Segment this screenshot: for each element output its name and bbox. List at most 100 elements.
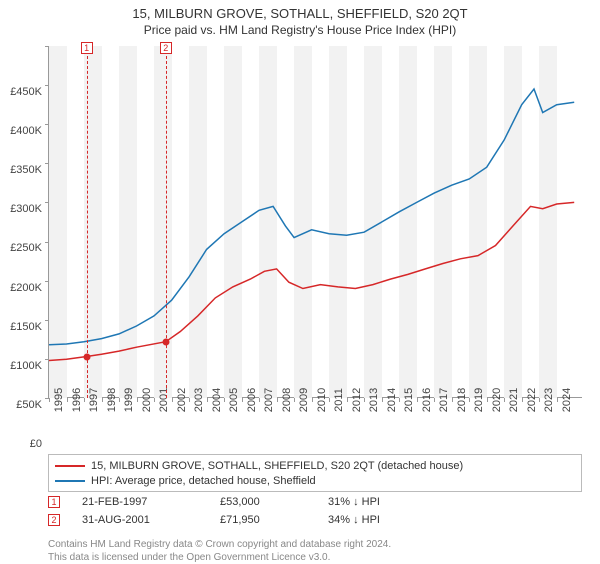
ytick-label: £150K: [10, 321, 42, 333]
xtick-label: 2004: [211, 388, 223, 412]
xtick-line: [347, 398, 348, 402]
transaction-marker: 2: [160, 42, 172, 54]
transaction-row: 121-FEB-1997£53,00031% ↓ HPI: [48, 496, 428, 508]
transaction-row-marker: 2: [48, 514, 60, 526]
ytick-line: [45, 124, 49, 125]
xtick-line: [557, 398, 558, 402]
legend-row: 15, MILBURN GROVE, SOTHALL, SHEFFIELD, S…: [55, 458, 575, 473]
xtick-line: [49, 398, 50, 402]
legend-row: HPI: Average price, detached house, Shef…: [55, 473, 575, 488]
xtick-label: 2003: [193, 388, 205, 412]
chart-container: 15, MILBURN GROVE, SOTHALL, SHEFFIELD, S…: [0, 0, 600, 560]
ytick-label: £300K: [10, 203, 42, 215]
chart-title: 15, MILBURN GROVE, SOTHALL, SHEFFIELD, S…: [0, 0, 600, 21]
xtick-line: [487, 398, 488, 402]
legend-swatch: [55, 465, 85, 467]
series-hpi: [49, 89, 574, 345]
xtick-label: 2011: [333, 388, 345, 412]
xtick-line: [294, 398, 295, 402]
xtick-label: 1999: [123, 388, 135, 412]
legend-box: 15, MILBURN GROVE, SOTHALL, SHEFFIELD, S…: [48, 454, 582, 492]
xtick-label: 2006: [246, 388, 258, 412]
xtick-line: [189, 398, 190, 402]
ytick-label: £400K: [10, 125, 42, 137]
transaction-marker: 1: [81, 42, 93, 54]
xtick-label: 1998: [106, 388, 118, 412]
ytick-label: £200K: [10, 282, 42, 294]
xtick-label: 2018: [456, 388, 468, 412]
ytick-line: [45, 46, 49, 47]
transaction-dot: [83, 353, 90, 360]
xtick-line: [224, 398, 225, 402]
xtick-label: 1996: [71, 388, 83, 412]
xtick-line: [259, 398, 260, 402]
legend-swatch: [55, 480, 85, 482]
ytick-line: [45, 85, 49, 86]
xtick-line: [84, 398, 85, 402]
xtick-label: 1995: [53, 388, 65, 412]
xtick-line: [102, 398, 103, 402]
xtick-label: 2017: [438, 388, 450, 412]
ytick-line: [45, 242, 49, 243]
transaction-date: 31-AUG-2001: [82, 514, 202, 526]
transaction-row: 231-AUG-2001£71,95034% ↓ HPI: [48, 514, 428, 526]
ytick-line: [45, 202, 49, 203]
xtick-label: 2012: [351, 388, 363, 412]
xtick-label: 2009: [298, 388, 310, 412]
transaction-rule: [87, 46, 88, 398]
xtick-label: 2010: [316, 388, 328, 412]
xtick-label: 2008: [281, 388, 293, 412]
xtick-line: [504, 398, 505, 402]
xtick-label: 2013: [368, 388, 380, 412]
xtick-line: [399, 398, 400, 402]
xtick-label: 2016: [421, 388, 433, 412]
ytick-line: [45, 359, 49, 360]
xtick-line: [277, 398, 278, 402]
xtick-label: 2023: [543, 388, 555, 412]
xtick-line: [329, 398, 330, 402]
xtick-line: [539, 398, 540, 402]
ytick-label: £50K: [16, 399, 42, 411]
xtick-line: [364, 398, 365, 402]
xtick-label: 1997: [88, 388, 100, 412]
xtick-line: [172, 398, 173, 402]
xtick-label: 2014: [386, 388, 398, 412]
ytick-label: £350K: [10, 164, 42, 176]
series-svg: [49, 46, 583, 398]
xtick-label: 2022: [526, 388, 538, 412]
xtick-line: [312, 398, 313, 402]
ytick-line: [45, 281, 49, 282]
xtick-label: 2001: [158, 388, 170, 412]
plot-panel: 1995199619971998199920002001200220032004…: [48, 46, 582, 398]
xtick-line: [522, 398, 523, 402]
xtick-line: [417, 398, 418, 402]
footer-text: Contains HM Land Registry data © Crown c…: [48, 538, 391, 564]
xtick-label: 2015: [403, 388, 415, 412]
legend-label: HPI: Average price, detached house, Shef…: [91, 475, 316, 487]
transaction-dot: [162, 338, 169, 345]
xtick-label: 2020: [491, 388, 503, 412]
xtick-line: [207, 398, 208, 402]
xtick-label: 2019: [473, 388, 485, 412]
xtick-line: [154, 398, 155, 402]
transaction-hpi-delta: 31% ↓ HPI: [328, 496, 428, 508]
xtick-label: 2002: [176, 388, 188, 412]
xtick-label: 2007: [263, 388, 275, 412]
ytick-label: £450K: [10, 86, 42, 98]
chart-area: 1995 1996 1997 1998 1999 2000 2001 2002 2003 2004…: [48, 46, 582, 416]
ytick-line: [45, 163, 49, 164]
ytick-label: £0: [30, 438, 42, 450]
ytick-label: £100K: [10, 360, 42, 372]
xtick-line: [452, 398, 453, 402]
chart-subtitle: Price paid vs. HM Land Registry's House …: [0, 21, 600, 37]
transaction-hpi-delta: 34% ↓ HPI: [328, 514, 428, 526]
footer-line-2: This data is licensed under the Open Gov…: [48, 551, 391, 564]
ytick-line: [45, 320, 49, 321]
xtick-label: 2000: [141, 388, 153, 412]
xtick-label: 2021: [508, 388, 520, 412]
xtick-line: [242, 398, 243, 402]
xtick-line: [382, 398, 383, 402]
transaction-row-marker: 1: [48, 496, 60, 508]
xtick-line: [67, 398, 68, 402]
transaction-date: 21-FEB-1997: [82, 496, 202, 508]
